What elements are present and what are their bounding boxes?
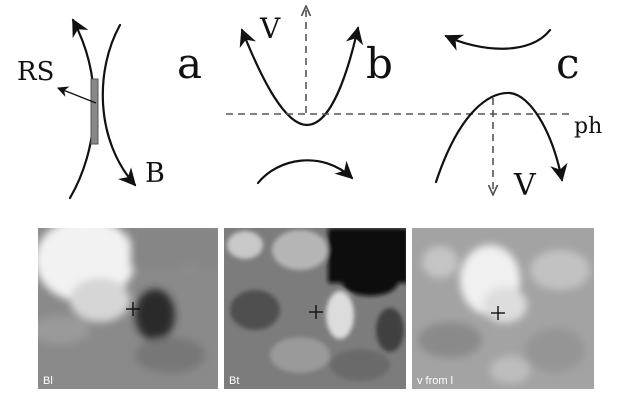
panel-letter-c: c: [556, 39, 580, 88]
panel-b-sketch: V b: [226, 6, 570, 185]
panel-letter-b: b: [366, 39, 393, 88]
rs-arrow: [56, 86, 97, 104]
panel-a-sketch: RS B a: [17, 18, 202, 200]
image-panel-v-from-l: v from l: [412, 228, 594, 389]
upper-field-line: [239, 26, 364, 127]
image-panel-bt: Bt: [224, 228, 406, 389]
lower-field-line: [256, 159, 354, 185]
panel-c-sketch: V ph c: [434, 28, 602, 203]
rs-label: RS: [17, 57, 54, 87]
v-label-c: V: [513, 168, 537, 203]
panel-letter-a: a: [177, 39, 202, 88]
panel-label-v-from-l: v from l: [417, 375, 453, 387]
field-line-right: [101, 23, 137, 187]
crosshair-plus-icon: [491, 306, 505, 320]
upper-arc: [444, 28, 552, 51]
rs-bar: [90, 78, 99, 145]
crosshair-plus-icon: [126, 302, 140, 316]
b-label: B: [145, 158, 165, 189]
panel-label-bt: Bt: [229, 375, 239, 387]
lower-arch: [434, 91, 568, 184]
v-label-b: V: [259, 12, 281, 45]
image-panel-bl: Bl: [38, 228, 218, 389]
panel-label-bl: Bl: [43, 375, 53, 387]
ph-label: ph: [574, 114, 602, 139]
crosshair-plus-icon: [309, 305, 323, 319]
